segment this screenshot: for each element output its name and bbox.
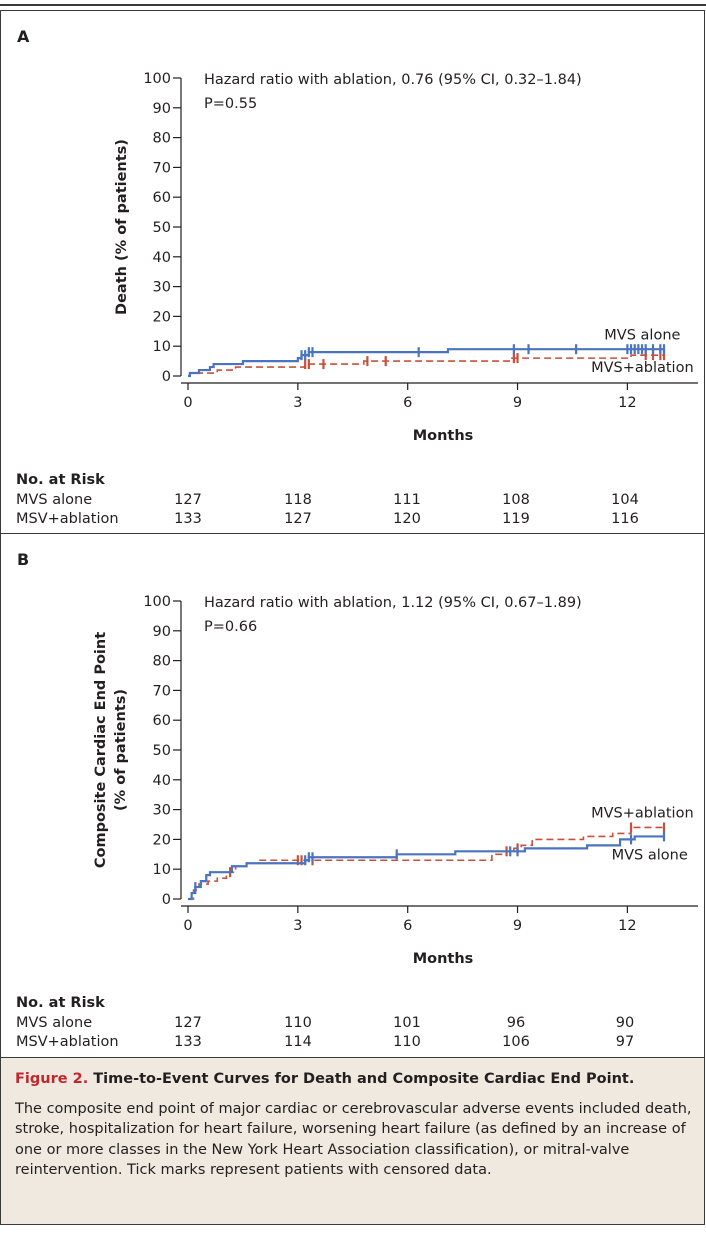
risk-cell: 133: [174, 511, 202, 527]
hazard-ratio-annotation: P=0.66: [204, 619, 257, 635]
hazard-ratio-annotation: Hazard ratio with ablation, 1.12 (95% CI…: [204, 595, 582, 611]
risk-cell: 127: [174, 1015, 202, 1031]
x-tick-label: 6: [403, 918, 412, 934]
panel-label: B: [17, 550, 29, 569]
caption-label: Figure 2.: [15, 1071, 89, 1087]
hazard-ratio-annotation: Hazard ratio with ablation, 0.76 (95% CI…: [204, 72, 582, 88]
y-tick-label: 90: [153, 624, 171, 640]
series-label: MVS alone: [604, 327, 680, 343]
risk-cell: 111: [393, 492, 421, 508]
x-axis-label: Months: [413, 428, 474, 444]
hazard-ratio-annotation: P=0.55: [204, 96, 257, 112]
series-line-mvs-ablation: [188, 826, 664, 900]
risk-cell: 116: [611, 511, 639, 527]
caption-title: Figure 2. Time-to-Event Curves for Death…: [15, 1071, 634, 1087]
y-axis-label: (% of patients): [113, 689, 129, 811]
y-tick-label: 100: [143, 71, 171, 87]
risk-table-header: No. at Risk: [16, 472, 105, 488]
y-tick-label: 80: [153, 131, 171, 147]
y-tick-label: 40: [153, 250, 171, 266]
y-tick-label: 0: [162, 369, 171, 385]
y-tick-label: 40: [153, 773, 171, 789]
risk-cell: 96: [507, 1015, 525, 1031]
risk-row-label: MSV+ablation: [16, 511, 119, 527]
figure-caption: Figure 2. Time-to-Event Curves for Death…: [0, 1058, 705, 1225]
series-label: MVS+ablation: [591, 806, 694, 822]
risk-cell: 101: [393, 1015, 421, 1031]
y-tick-label: 50: [153, 743, 171, 759]
x-tick-label: 12: [618, 918, 636, 934]
risk-cell: 119: [502, 511, 530, 527]
caption-body: The composite end point of major cardiac…: [15, 1101, 692, 1179]
y-tick-label: 30: [153, 803, 171, 819]
risk-cell: 127: [174, 492, 202, 508]
y-tick-label: 30: [153, 280, 171, 296]
risk-cell: 120: [393, 511, 421, 527]
risk-cell: 104: [611, 492, 639, 508]
risk-cell: 114: [284, 1034, 312, 1050]
x-axis-label: Months: [413, 951, 474, 967]
risk-row-label: MSV+ablation: [16, 1034, 119, 1050]
risk-cell: 97: [616, 1034, 634, 1050]
risk-cell: 127: [284, 511, 312, 527]
x-tick-label: 9: [513, 395, 522, 411]
risk-row-label: MVS alone: [16, 492, 92, 508]
risk-table-header: No. at Risk: [16, 995, 105, 1011]
x-tick-label: 0: [183, 918, 192, 934]
y-axis-label: Composite Cardiac End Point: [93, 632, 109, 868]
y-tick-label: 0: [162, 892, 171, 908]
risk-cell: 108: [502, 492, 530, 508]
y-tick-label: 70: [153, 160, 171, 176]
top-rule: [0, 4, 706, 6]
risk-cell: 110: [284, 1015, 312, 1031]
series-label: MVS+ablation: [591, 360, 694, 376]
y-tick-label: 60: [153, 190, 171, 206]
risk-row-label: MVS alone: [16, 1015, 92, 1031]
y-tick-label: 10: [153, 862, 171, 878]
y-tick-label: 90: [153, 101, 171, 117]
y-tick-label: 20: [153, 309, 171, 325]
y-tick-label: 10: [153, 339, 171, 355]
caption-title-text: Time-to-Event Curves for Death and Compo…: [93, 1071, 635, 1087]
x-tick-label: 9: [513, 918, 522, 934]
risk-cell: 118: [284, 492, 312, 508]
y-axis-label: Death (% of patients): [114, 139, 130, 315]
panel-label: A: [17, 27, 30, 46]
panel-a: A 0 10 20 30 40 50 60 70 80 90 100 0 3 6 9 12 Months Death…: [0, 10, 705, 534]
x-tick-label: 3: [293, 395, 302, 411]
risk-cell: 133: [174, 1034, 202, 1050]
risk-cell: 110: [393, 1034, 421, 1050]
y-tick-label: 100: [143, 594, 171, 610]
series-label: MVS alone: [612, 847, 688, 863]
x-tick-label: 3: [293, 918, 302, 934]
y-tick-label: 70: [153, 683, 171, 699]
risk-cell: 106: [502, 1034, 530, 1050]
chart-a: A 0 10 20 30 40 50 60 70 80 90 100 0 3 6 9 12 Months Death…: [16, 27, 698, 527]
x-tick-label: 12: [618, 395, 636, 411]
y-tick-label: 20: [153, 832, 171, 848]
panel-b: B 0 10 20 30 40 50 60 70 80 90 100 0 3 6 9 12 Months Compo…: [0, 534, 705, 1058]
risk-cell: 90: [616, 1015, 634, 1031]
x-tick-label: 6: [403, 395, 412, 411]
x-tick-label: 0: [183, 395, 192, 411]
y-tick-label: 50: [153, 220, 171, 236]
y-tick-label: 60: [153, 713, 171, 729]
series-line-mvs-alone: [188, 835, 664, 901]
chart-b: B 0 10 20 30 40 50 60 70 80 90 100 0 3 6 9 12 Months Compo…: [16, 550, 698, 1050]
y-tick-label: 80: [153, 654, 171, 670]
